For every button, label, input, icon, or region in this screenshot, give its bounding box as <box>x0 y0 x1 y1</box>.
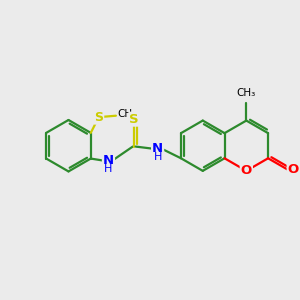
Text: N: N <box>152 142 163 155</box>
Text: H: H <box>153 152 162 162</box>
Text: O: O <box>288 164 299 176</box>
Text: O: O <box>241 164 252 177</box>
Text: N: N <box>103 154 114 167</box>
Text: H: H <box>104 164 113 174</box>
Text: CH₃: CH₃ <box>237 88 256 98</box>
Text: S: S <box>94 111 103 124</box>
Text: CH₃: CH₃ <box>117 109 136 119</box>
Text: S: S <box>129 112 139 126</box>
